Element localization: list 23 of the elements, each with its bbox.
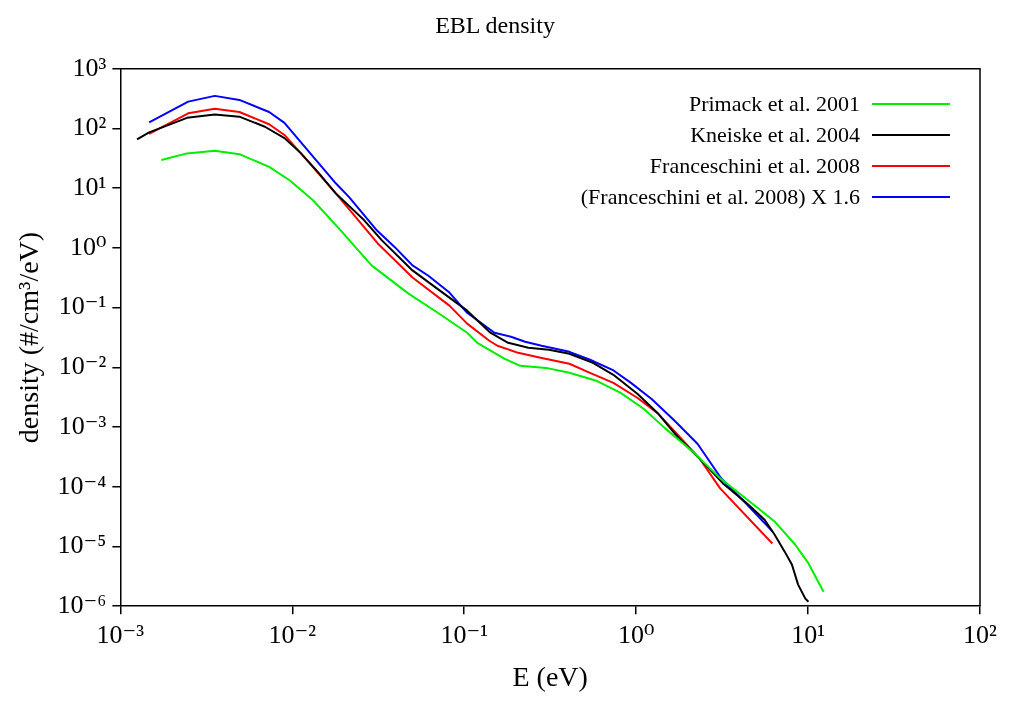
legend-label: Franceschini et al. 2008 — [649, 152, 860, 179]
y-tick-label: 10⁻¹ — [58, 291, 107, 321]
x-tick-label: 10² — [963, 619, 998, 649]
x-axis-title: E (eV) — [512, 660, 588, 692]
y-tick-label: 10⁻⁵ — [57, 530, 107, 560]
x-tick-label: 10⁻³ — [96, 619, 145, 649]
y-tick-label: 10⁻⁴ — [57, 470, 107, 500]
y-tick-label: 10² — [72, 112, 107, 142]
legend-label: (Franceschini et al. 2008) X 1.6 — [580, 183, 860, 210]
y-tick-label: 10⁻³ — [58, 410, 107, 440]
y-tick-label: 10⁻² — [58, 351, 107, 381]
chart-title: EBL density — [435, 11, 555, 38]
y-tick-label: 10¹ — [72, 172, 107, 202]
legend-label: Primack et al. 2001 — [688, 90, 860, 117]
x-tick-label: 10⁰ — [617, 619, 655, 649]
x-tick-label: 10¹ — [791, 619, 825, 649]
legend-label: Kneiske et al. 2004 — [690, 121, 860, 148]
y-tick-label: 10³ — [72, 52, 107, 82]
y-axis-title: density (#/cm³/eV) — [13, 231, 45, 444]
x-tick-label: 10⁻¹ — [440, 619, 488, 649]
y-tick-label: 10⁰ — [69, 231, 107, 261]
y-tick-label: 10⁻⁶ — [57, 590, 107, 620]
x-tick-label: 10⁻² — [268, 619, 317, 649]
